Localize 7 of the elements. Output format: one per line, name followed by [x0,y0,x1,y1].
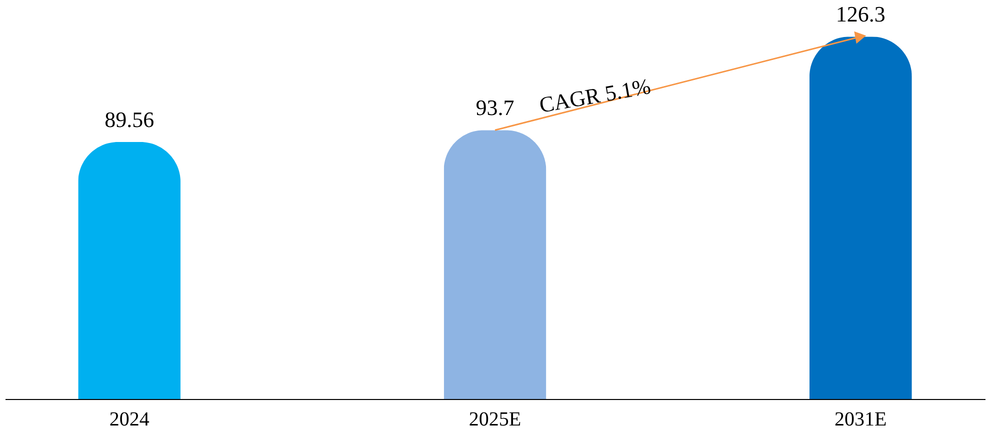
data-label: 89.56 [104,107,154,132]
x-tick-label: 2024 [109,408,150,430]
annotation: CAGR 5.1% [537,73,652,118]
x-tick-label: 2031E [834,408,887,430]
data-label: 93.7 [476,95,514,120]
x-tick-label: 2025E [468,408,522,430]
data-label: 126.3 [836,2,886,27]
